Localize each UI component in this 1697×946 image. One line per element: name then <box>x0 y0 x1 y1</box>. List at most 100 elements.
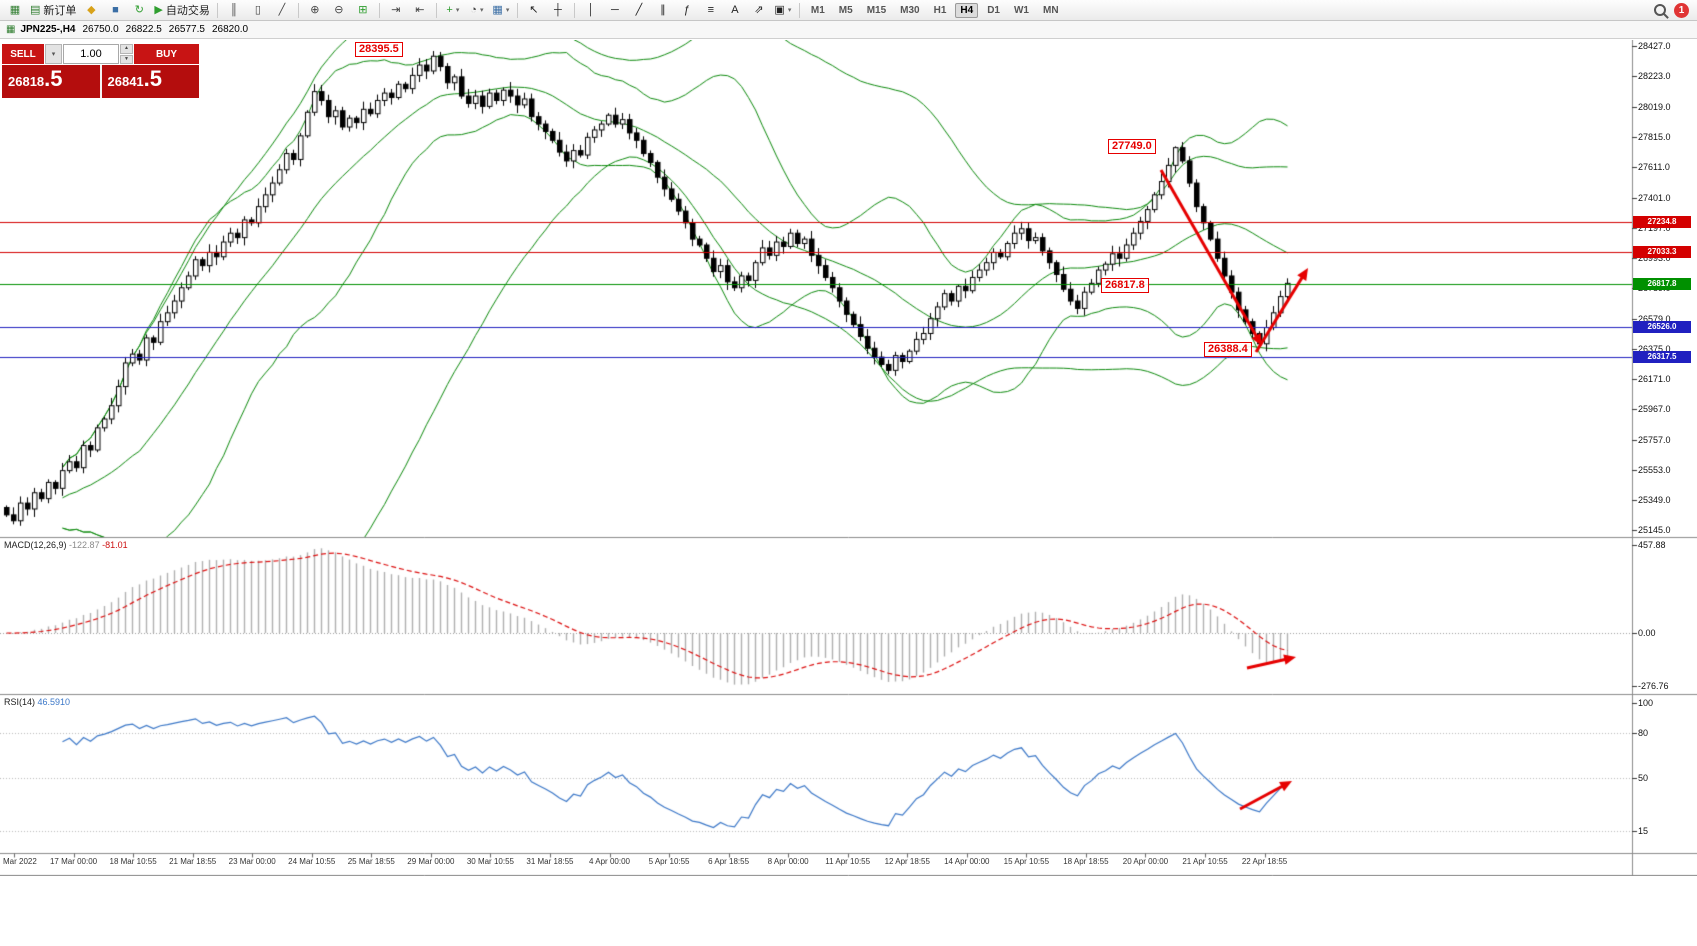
panel-splitter[interactable] <box>0 692 1697 697</box>
price-axis-label: 26171.0 <box>1638 374 1671 385</box>
macd-main-value: -122.87 <box>69 540 100 550</box>
price-axis-label: 25349.0 <box>1638 495 1671 506</box>
timeframe-h4-button[interactable]: H4 <box>955 2 979 18</box>
zoom-in-icon[interactable]: ⊕ <box>304 2 326 19</box>
price-axis-label: 25553.0 <box>1638 465 1671 476</box>
buy-button[interactable]: BUY <box>134 44 199 64</box>
toolbar-separator <box>573 2 575 18</box>
price-axis-label: 25145.0 <box>1638 525 1671 536</box>
sell-price-display[interactable]: 26818.5 <box>2 65 100 98</box>
tile-windows-icon[interactable]: ⊞ <box>352 2 374 19</box>
shapes-icon[interactable]: ▣ ▾ <box>772 2 794 19</box>
periods-icon: ◔ <box>470 3 477 16</box>
timeframe-m15-button[interactable]: M15 <box>866 4 887 16</box>
rsi-axis-label: 80 <box>1638 728 1649 738</box>
horizontal-line-icon: ─ <box>610 3 619 16</box>
trendline-icon[interactable]: ╱ <box>628 2 650 19</box>
autotrading-icon: ▶ <box>154 3 163 16</box>
price-annotation[interactable]: 26817.8 <box>1101 278 1149 293</box>
chevron-down-icon: ▾ <box>51 51 56 58</box>
chart-canvas[interactable] <box>0 40 1697 876</box>
macd-signal-value: -81.01 <box>102 540 128 550</box>
price-annotation[interactable]: 27749.0 <box>1108 139 1156 154</box>
symbol-title[interactable]: JPN225-,H4 <box>20 24 76 35</box>
fibonacci-icon[interactable]: ƒ <box>676 2 698 19</box>
volume-down-button[interactable]: ▼ <box>120 54 133 64</box>
macd-axis-label: 457.88 <box>1638 540 1666 551</box>
timeframe-d1-button[interactable]: D1 <box>987 4 1000 16</box>
time-axis-label: 5 Apr 10:55 <box>648 857 690 866</box>
chevron-down-icon: ▾ <box>505 7 510 14</box>
new-chart-icon[interactable]: ▦ <box>4 2 26 19</box>
price-axis-label: 28427.0 <box>1638 41 1671 52</box>
price-level-tag: 27234.8 <box>1633 216 1691 229</box>
price-annotation[interactable]: 28395.5 <box>355 42 403 57</box>
volume-input[interactable] <box>63 44 119 64</box>
sell-button[interactable]: SELL <box>2 44 44 64</box>
time-axis-label: 11 Apr 10:55 <box>825 857 871 866</box>
chart-tab-icon: ▦ <box>6 24 16 35</box>
auto-scroll-icon[interactable]: ⇥ <box>385 2 407 19</box>
indicators-icon[interactable]: + ▾ <box>442 2 464 19</box>
timeframe-h1-button[interactable]: H1 <box>933 4 947 16</box>
toolbar-separator <box>516 2 518 18</box>
time-axis-label: 8 Apr 00:00 <box>767 857 809 866</box>
volume-up-button[interactable]: ▲ <box>120 44 133 54</box>
text-label-icon: A <box>731 3 739 16</box>
fibonacci-icon: ƒ <box>683 3 690 16</box>
cursor-icon[interactable]: ↖ <box>523 2 545 19</box>
macd-name: MACD(12,26,9) <box>4 540 67 550</box>
timeframe-mn-button[interactable]: MN <box>1042 4 1059 16</box>
favorites-icon: ◆ <box>87 3 96 16</box>
search-icon[interactable] <box>1654 4 1666 16</box>
time-axis-label: 23 Mar 00:00 <box>228 857 276 866</box>
notification-badge[interactable]: 1 <box>1674 2 1689 18</box>
arrows-tool-icon[interactable]: ⇗ <box>748 2 770 19</box>
favorites-icon[interactable]: ◆ <box>80 2 102 19</box>
one-click-trading-panel: SELL ▾ ▲ ▼ BUY 26818.5 26841.5 <box>2 44 199 98</box>
time-axis-label: 17 Mar 00:00 <box>49 857 98 866</box>
timeframe-m5-button[interactable]: M5 <box>838 4 853 16</box>
zoom-out-icon[interactable]: ⊖ <box>328 2 350 19</box>
grid-icon[interactable]: ≡ <box>700 2 722 19</box>
buy-price-display[interactable]: 26841.5 <box>101 65 199 98</box>
profiles-icon[interactable]: ■ <box>104 2 126 19</box>
templates-icon[interactable]: ▦ ▾ <box>490 2 512 19</box>
time-axis-label: 15 Apr 10:55 <box>1003 857 1050 866</box>
text-label-icon[interactable]: A <box>724 2 746 19</box>
price-axis-label: 27401.0 <box>1638 192 1671 203</box>
zoom-in-icon: ⊕ <box>310 3 320 16</box>
timeframe-w1-button[interactable]: W1 <box>1013 4 1029 16</box>
price-level-tag: 27033.3 <box>1633 245 1691 258</box>
new-order-button[interactable]: ▤ 新订单 <box>28 2 78 19</box>
timeframe-m30-button[interactable]: M30 <box>900 4 920 16</box>
refresh-icon[interactable]: ↻ <box>128 2 150 19</box>
timeframe-m1-button[interactable]: M1 <box>810 4 825 16</box>
order-options-dropdown[interactable]: ▾ <box>45 44 62 64</box>
refresh-icon: ↻ <box>134 3 145 16</box>
autotrading-button-label: 自动交易 <box>165 5 210 17</box>
symbol-high-value: 26822.5 <box>125 24 162 35</box>
symbol-tab-row: ▦ JPN225-,H4 26750.0 26822.5 26577.5 268… <box>0 21 1697 39</box>
vertical-line-icon[interactable]: │ <box>580 2 602 19</box>
rsi-label: RSI(14) 46.5910 <box>4 697 70 707</box>
periods-icon[interactable]: ◔ ▾ <box>466 2 488 19</box>
line-chart-icon[interactable]: ╱ <box>271 2 293 19</box>
chart-shift-icon[interactable]: ⇤ <box>409 2 431 19</box>
time-axis-label: Mar 2022 <box>3 857 37 866</box>
toolbar-right-group: 1 <box>1654 2 1693 18</box>
price-annotation[interactable]: 26388.4 <box>1204 342 1252 357</box>
autotrading-button[interactable]: ▶ 自动交易 <box>152 2 211 19</box>
equidistant-channel-icon[interactable]: ∥ <box>652 2 674 19</box>
toolbar-separator <box>378 2 380 18</box>
chart-shift-icon: ⇤ <box>415 3 425 16</box>
candlestick-chart-icon[interactable]: ▯ <box>247 2 269 19</box>
panel-splitter[interactable] <box>0 535 1697 540</box>
price-axis-label: 28019.0 <box>1638 101 1671 112</box>
bar-chart-icon[interactable]: ║ <box>223 2 245 19</box>
crosshair-icon: ┼ <box>553 3 562 16</box>
rsi-axis-label: 50 <box>1638 773 1649 783</box>
horizontal-line-icon[interactable]: ─ <box>604 2 626 19</box>
time-axis-label: 12 Apr 18:55 <box>884 857 930 866</box>
crosshair-icon[interactable]: ┼ <box>547 2 569 19</box>
